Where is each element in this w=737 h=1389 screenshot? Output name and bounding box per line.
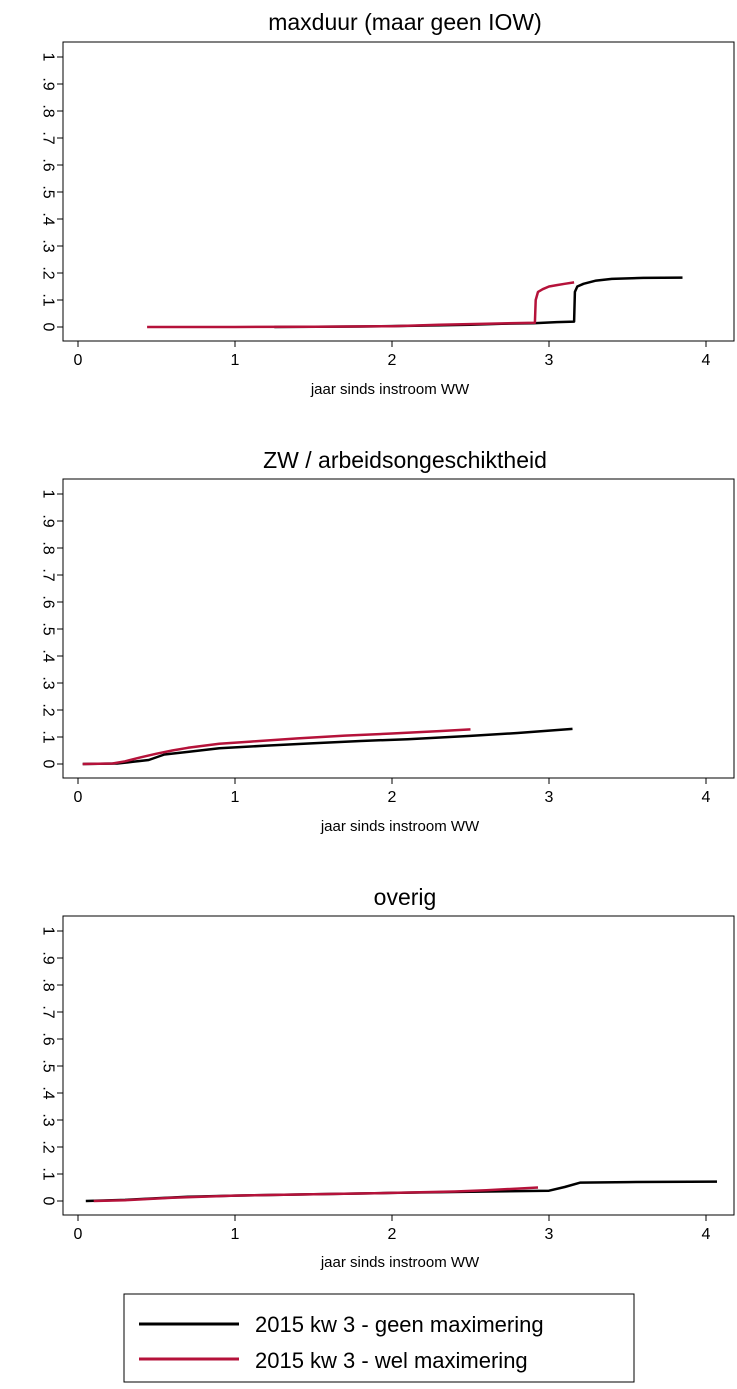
y-axis: 0 .1 .2 .3 .4 .5 .6 .7 .8 .9 1 bbox=[39, 490, 63, 769]
y-tick-label: .7 bbox=[39, 568, 56, 581]
y-tick-label: .1 bbox=[39, 1167, 56, 1180]
panel-maxduur: maxduur (maar geen IOW) 0 .1 .2 .3 .4 .5 .6 .7.… bbox=[39, 9, 735, 398]
y-tick-label: 1 bbox=[39, 927, 56, 936]
y-tick-label: .6 bbox=[39, 595, 56, 608]
x-axis-label: jaar sinds instroom WW bbox=[320, 818, 480, 835]
x-tick-label: 0 bbox=[74, 352, 83, 369]
x-axis: 0 1 2 3 4 bbox=[74, 1215, 711, 1243]
y-tick-label: .9 bbox=[39, 77, 56, 90]
series-line-wel-maximering bbox=[93, 1186, 539, 1203]
y-tick-label: .7 bbox=[39, 1005, 56, 1018]
y-tick-label: 0 bbox=[39, 760, 56, 769]
y-tick-label: 0 bbox=[39, 323, 56, 332]
y-tick-label: .9 bbox=[39, 514, 56, 527]
y-tick-label: .2 bbox=[39, 703, 56, 716]
panel-zw-arbeidsongeschiktheid: ZW / arbeidsongeschiktheid 0 .1 .2 .3 .4 .5 .6… bbox=[39, 447, 735, 835]
series-group bbox=[85, 1180, 718, 1203]
series-line-geen-maximering bbox=[82, 727, 573, 766]
x-tick-label: 1 bbox=[231, 352, 240, 369]
panel-title: maxduur (maar geen IOW) bbox=[268, 9, 542, 35]
series-group bbox=[82, 727, 573, 766]
x-tick-label: 3 bbox=[545, 789, 554, 806]
plot-frame bbox=[62, 41, 735, 342]
x-axis: 0 1 2 3 4 bbox=[74, 341, 711, 369]
y-tick-label: .4 bbox=[39, 1086, 56, 1099]
x-tick-label: 1 bbox=[231, 789, 240, 806]
y-tick-label: .1 bbox=[39, 293, 56, 306]
x-tick-label: 2 bbox=[388, 1226, 397, 1243]
y-axis: 0 .1 .2 .3 .4 .5 .6 .7 .8 .9 1 bbox=[39, 53, 63, 332]
legend-label-geen-maximering: 2015 kw 3 - geen maximering bbox=[255, 1312, 544, 1337]
y-axis: 0 .1 .2 .3 .4 .5 .6 .7 .8 .9 1 bbox=[39, 927, 63, 1206]
panel-title: ZW / arbeidsongeschiktheid bbox=[263, 447, 547, 473]
y-tick-label: .4 bbox=[39, 649, 56, 662]
y-tick-label: .6 bbox=[39, 1032, 56, 1045]
x-tick-label: 2 bbox=[388, 789, 397, 806]
y-tick-label: .1 bbox=[39, 730, 56, 743]
y-tick-label: .2 bbox=[39, 266, 56, 279]
x-tick-label: 4 bbox=[702, 352, 711, 369]
panel-title: overig bbox=[374, 884, 437, 910]
y-tick-label: .2 bbox=[39, 1140, 56, 1153]
series-line-wel-maximering bbox=[147, 281, 575, 329]
y-tick-label: .3 bbox=[39, 239, 56, 252]
y-tick-label: .5 bbox=[39, 1059, 56, 1072]
x-axis: 0 1 2 3 4 bbox=[74, 778, 711, 806]
x-tick-label: 1 bbox=[231, 1226, 240, 1243]
legend-label-wel-maximering: 2015 kw 3 - wel maximering bbox=[255, 1348, 528, 1373]
y-tick-label: .8 bbox=[39, 978, 56, 991]
x-axis-label: jaar sinds instroom WW bbox=[320, 1254, 480, 1271]
x-tick-label: 3 bbox=[545, 1226, 554, 1243]
x-tick-label: 0 bbox=[74, 789, 83, 806]
panel-overig: overig 0 .1 .2 .3 .4 .5 .6 .7 .8 .9 1 0 1 2 3 4 jaar s… bbox=[39, 884, 735, 1271]
series-line-geen-maximering bbox=[274, 276, 683, 329]
legend: 2015 kw 3 - geen maximering 2015 kw 3 - … bbox=[123, 1293, 635, 1383]
y-tick-label: .5 bbox=[39, 622, 56, 635]
x-tick-label: 4 bbox=[702, 1226, 711, 1243]
y-tick-label: .8 bbox=[39, 541, 56, 554]
y-tick-label: .3 bbox=[39, 676, 56, 689]
x-tick-label: 2 bbox=[388, 352, 397, 369]
y-tick-label: .9 bbox=[39, 951, 56, 964]
y-tick-label: .7 bbox=[39, 131, 56, 144]
x-tick-label: 0 bbox=[74, 1226, 83, 1243]
y-tick-label: 1 bbox=[39, 490, 56, 499]
series-group bbox=[147, 276, 683, 329]
y-tick-label: .4 bbox=[39, 212, 56, 225]
x-tick-label: 4 bbox=[702, 789, 711, 806]
y-tick-label: .5 bbox=[39, 185, 56, 198]
y-tick-label: .6 bbox=[39, 158, 56, 171]
y-tick-label: 0 bbox=[39, 1197, 56, 1206]
y-tick-label: 1 bbox=[39, 53, 56, 62]
y-tick-label: .3 bbox=[39, 1113, 56, 1126]
x-axis-label: jaar sinds instroom WW bbox=[310, 381, 470, 398]
y-tick-label: .8 bbox=[39, 104, 56, 117]
series-line-wel-maximering bbox=[82, 728, 471, 766]
plot-frame bbox=[62, 915, 735, 1216]
x-tick-label: 3 bbox=[545, 352, 554, 369]
legend-box bbox=[123, 1293, 635, 1383]
